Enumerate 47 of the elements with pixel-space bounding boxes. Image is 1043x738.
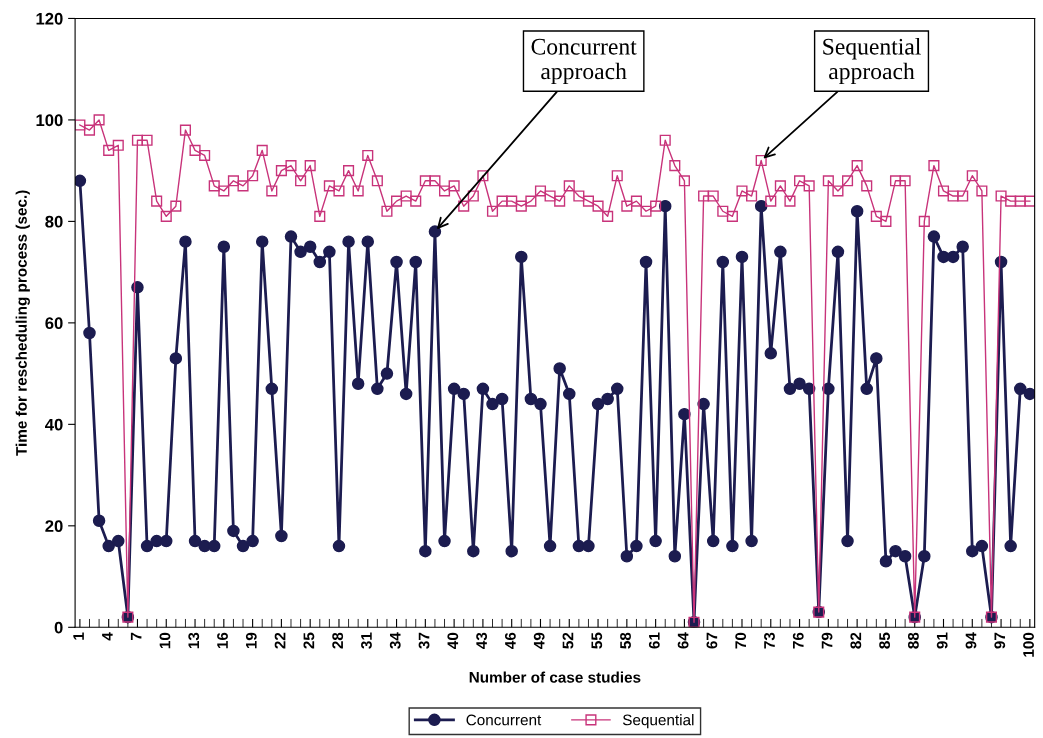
y-axis-title: Time for rescheduling process (sec.) xyxy=(15,190,30,456)
annotation: Concurrent approach xyxy=(531,38,637,85)
y-tick-label: 20 xyxy=(45,520,63,533)
x-tick-label: 91 xyxy=(936,632,948,649)
y-tick-label: 100 xyxy=(36,114,63,127)
legend-label: Concurrent xyxy=(466,714,542,726)
y-tick-label: 60 xyxy=(45,317,63,330)
x-tick-label: 79 xyxy=(821,632,833,649)
x-tick-label: 58 xyxy=(620,632,631,649)
x-tick-label: 40 xyxy=(447,632,459,649)
x-tick-label: 25 xyxy=(303,632,315,649)
x-tick-label: 73 xyxy=(764,632,775,649)
x-tick-label: 28 xyxy=(332,632,344,649)
y-tick-label: 80 xyxy=(45,215,63,228)
x-tick-label: 52 xyxy=(562,632,574,649)
x-axis-title: Number of case studies xyxy=(469,671,641,683)
x-tick-label: 85 xyxy=(879,632,891,649)
y-tick-label: 40 xyxy=(45,418,63,431)
x-tick-label: 67 xyxy=(706,632,718,649)
x-tick-label: 100 xyxy=(1023,632,1034,657)
x-tick-label: 34 xyxy=(389,632,401,649)
x-tick-label: 55 xyxy=(591,632,603,649)
y-tick-label: 120 xyxy=(36,12,63,25)
x-tick-label: 94 xyxy=(965,632,977,649)
x-tick-label: 4 xyxy=(102,632,113,641)
legend-label: Sequential xyxy=(622,714,694,729)
x-tick-label: 64 xyxy=(677,632,689,649)
x-tick-label: 76 xyxy=(792,632,804,649)
x-tick-label: 61 xyxy=(648,632,660,649)
x-tick-label: 1 xyxy=(73,632,84,640)
x-tick-label: 19 xyxy=(245,632,257,649)
x-tick-label: 49 xyxy=(533,632,545,649)
x-tick-label: 46 xyxy=(504,632,516,649)
annotation: Sequential approach xyxy=(823,38,921,85)
x-tick-label: 70 xyxy=(735,632,747,649)
x-tick-label: 7 xyxy=(130,632,142,640)
x-tick-label: 16 xyxy=(217,632,228,649)
x-tick-label: 97 xyxy=(994,632,1006,649)
x-tick-label: 88 xyxy=(907,632,919,649)
x-tick-label: 13 xyxy=(188,632,200,649)
x-tick-label: 31 xyxy=(361,632,372,649)
x-tick-label: 43 xyxy=(476,632,488,649)
x-tick-label: 82 xyxy=(850,632,862,649)
x-tick-label: 10 xyxy=(159,632,171,649)
x-tick-label: 22 xyxy=(274,632,286,649)
y-tick-label: 0 xyxy=(54,621,63,634)
x-tick-label: 37 xyxy=(418,632,430,649)
